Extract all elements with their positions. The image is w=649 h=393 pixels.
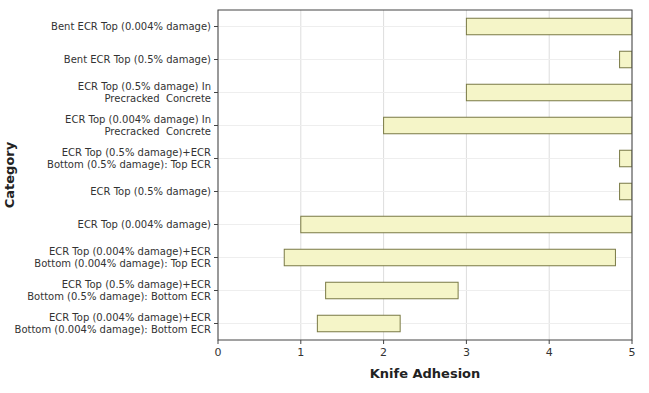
bar <box>466 18 632 35</box>
x-tick <box>549 340 550 344</box>
x-tick <box>466 340 467 344</box>
x-tick-label: 1 <box>297 346 304 359</box>
y-tick-label: ECR Top (0.004% damage) <box>78 219 212 230</box>
grid-line-y <box>218 158 632 159</box>
y-tick-label-line: Bent ECR Top (0.004% damage) <box>51 21 211 32</box>
y-tick <box>214 125 218 126</box>
y-tick-label: ECR Top (0.5% damage)+ECRBottom (0.5% da… <box>27 279 211 302</box>
y-tick <box>214 92 218 93</box>
y-axis-title: Category <box>2 141 17 208</box>
bar <box>620 51 632 68</box>
grid-line-y <box>218 323 632 324</box>
y-tick-label-line: ECR Top (0.5% damage) <box>90 186 211 197</box>
y-tick <box>214 323 218 324</box>
plot-area <box>218 10 632 340</box>
y-tick <box>214 290 218 291</box>
y-tick <box>214 257 218 258</box>
y-tick-label: ECR Top (0.004% damage)+ECRBottom (0.004… <box>34 246 211 269</box>
x-tick-label: 0 <box>215 346 222 359</box>
x-axis-title: Knife Adhesion <box>370 366 481 381</box>
x-tick <box>383 340 384 344</box>
y-tick-label: Bent ECR Top (0.004% damage) <box>51 21 211 32</box>
bar <box>620 183 632 200</box>
y-tick-label: ECR Top (0.004% damage) InPrecracked Con… <box>65 114 211 137</box>
grid-line-y <box>218 59 632 60</box>
y-tick-label-line: ECR Top (0.004% damage) <box>78 219 212 230</box>
y-tick <box>214 224 218 225</box>
grid-line-y <box>218 191 632 192</box>
y-tick-label-line: ECR Top (0.004% damage)+ECR <box>49 312 211 323</box>
y-tick <box>214 59 218 60</box>
y-tick-label: ECR Top (0.5% damage)+ECRBottom (0.5% da… <box>47 147 211 170</box>
x-tick-label: 5 <box>629 346 636 359</box>
x-tick <box>632 340 633 344</box>
y-tick-label-line: Precracked Concrete <box>105 93 211 104</box>
y-tick-label-line: ECR Top (0.004% damage)+ECR <box>49 246 211 257</box>
y-tick <box>214 191 218 192</box>
x-tick-label: 4 <box>546 346 553 359</box>
plot-frame <box>218 10 632 340</box>
x-tick <box>300 340 301 344</box>
bar <box>317 315 400 332</box>
y-tick-label-line: Bottom (0.004% damage): Top ECR <box>34 258 211 269</box>
bar <box>284 249 615 266</box>
y-tick-label: ECR Top (0.5% damage) InPrecracked Concr… <box>78 81 211 104</box>
y-tick-label-line: ECR Top (0.5% damage)+ECR <box>62 279 211 290</box>
chart: 012345Bent ECR Top (0.004% damage)Bent E… <box>0 0 649 393</box>
x-tick <box>218 340 219 344</box>
x-tick-label: 3 <box>463 346 470 359</box>
y-tick-label-line: Bottom (0.5% damage): Top ECR <box>47 159 211 170</box>
y-tick-label-line: ECR Top (0.5% damage) In <box>78 81 211 92</box>
bar <box>326 282 458 299</box>
bar <box>466 84 632 101</box>
y-tick <box>214 26 218 27</box>
y-tick-label-line: ECR Top (0.004% damage) In <box>65 114 211 125</box>
y-tick-label: Bent ECR Top (0.5% damage) <box>64 54 211 65</box>
y-axis: Bent ECR Top (0.004% damage) Bent ECR Top… <box>15 21 218 335</box>
bar <box>301 216 632 233</box>
bars <box>284 18 632 332</box>
y-tick-label-line: Precracked Concrete <box>105 126 211 137</box>
y-tick-label-line: Bent ECR Top (0.5% damage) <box>64 54 211 65</box>
bar <box>620 150 632 167</box>
y-tick-label-line: Bottom (0.5% damage): Bottom ECR <box>27 291 211 302</box>
y-tick <box>214 158 218 159</box>
bar <box>384 117 632 134</box>
grid <box>218 10 632 340</box>
y-tick-label: ECR Top (0.5% damage) <box>90 186 211 197</box>
y-tick-label-line: Bottom (0.004% damage): Bottom ECR <box>15 324 212 335</box>
x-tick-label: 2 <box>380 346 387 359</box>
y-tick-label-line: ECR Top (0.5% damage)+ECR <box>62 147 211 158</box>
y-tick-label: ECR Top (0.004% damage)+ECRBottom (0.004… <box>15 312 212 335</box>
x-axis: 0 1 2 3 4 5 <box>215 340 636 359</box>
